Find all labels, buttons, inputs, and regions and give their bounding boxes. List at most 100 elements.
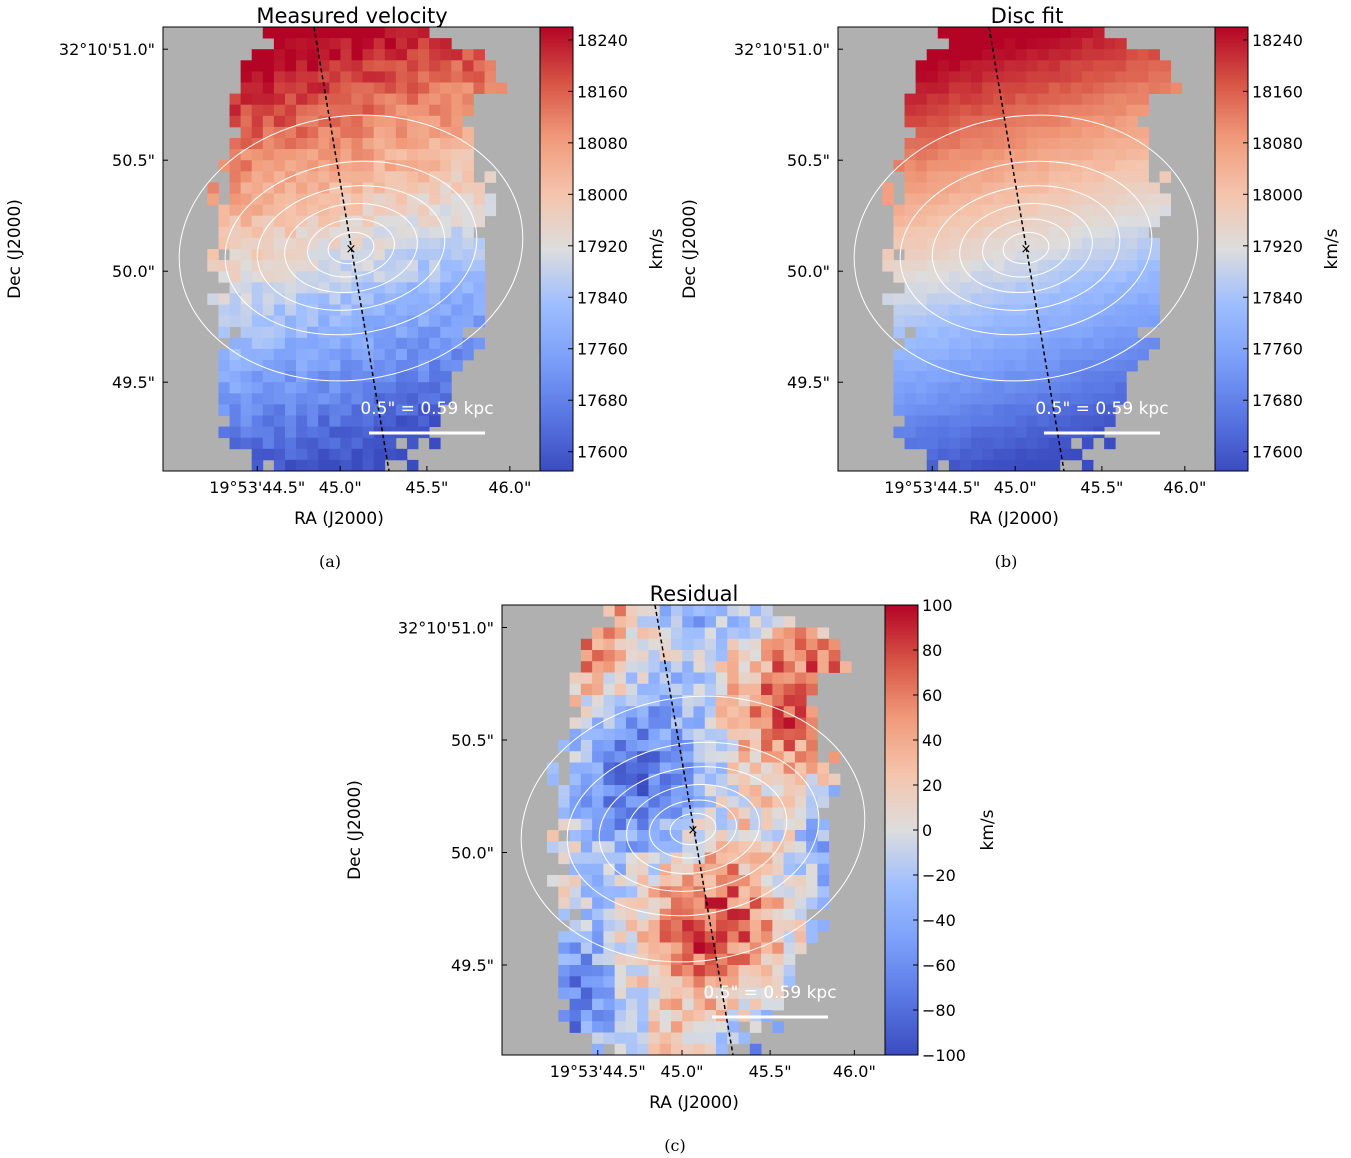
map-cell [1070, 138, 1083, 150]
map-cell [1026, 415, 1038, 427]
map-cell [592, 762, 604, 775]
map-cell [948, 49, 961, 61]
map-cell [693, 616, 706, 628]
map-cell [761, 852, 773, 865]
colorbar-tick-label: 17840 [1252, 288, 1303, 307]
map-cell [648, 661, 661, 673]
contour-line [931, 185, 1121, 311]
map-cell [1104, 138, 1116, 150]
map-cell [351, 415, 363, 427]
map-cell [1137, 237, 1149, 250]
map-cell [473, 260, 485, 272]
map-cell [340, 348, 352, 361]
map-cell [218, 237, 230, 250]
map-cell [384, 171, 397, 183]
map-cell [659, 976, 672, 988]
map-cell [296, 82, 308, 94]
map-cell [473, 337, 485, 350]
map-cell [429, 271, 441, 283]
map-cell [806, 852, 818, 865]
map-cell [251, 282, 264, 294]
map-cell [727, 818, 739, 831]
map-cell [440, 382, 452, 394]
map-cell [296, 348, 308, 361]
map-cell [727, 807, 739, 820]
map-cell [614, 920, 627, 932]
map-cell [982, 260, 994, 272]
map-cell [959, 204, 972, 217]
map-cell [783, 627, 796, 640]
map-cell [395, 348, 408, 361]
map-cell [904, 204, 917, 217]
map-cell [440, 260, 452, 272]
map-cell [395, 249, 408, 261]
map-cell [296, 49, 308, 61]
map-cell [284, 260, 297, 272]
map-cell [318, 115, 330, 128]
map-cell [783, 908, 796, 921]
map-cell [1104, 315, 1116, 328]
map-cell [926, 337, 939, 350]
map-cell [340, 315, 352, 328]
map-cell [693, 762, 706, 775]
map-cell [1104, 71, 1116, 83]
map-cell [727, 706, 739, 718]
map-cell [637, 841, 649, 853]
map-cell [625, 987, 638, 1000]
map-cell [738, 1032, 751, 1045]
map-cell [395, 282, 408, 294]
map-cell [704, 796, 717, 808]
map-cell [1015, 49, 1027, 61]
map-cell [307, 249, 319, 261]
map-cell [1037, 271, 1050, 283]
map-cell [451, 204, 463, 217]
map-cell [592, 728, 604, 741]
map-cell [251, 204, 264, 217]
map-cell [937, 182, 950, 194]
map-cell [262, 182, 275, 194]
map-cell [603, 1021, 616, 1033]
map-cell [614, 841, 627, 853]
map-cell [614, 762, 627, 775]
map-cell [351, 271, 363, 283]
map-cell [828, 773, 841, 786]
map-cell [716, 908, 728, 921]
map-cell [207, 249, 219, 261]
map-cell [1070, 393, 1083, 405]
map-cell [1115, 260, 1127, 272]
map-cell [1048, 293, 1061, 305]
map-cell [772, 728, 785, 741]
map-cell [670, 785, 683, 797]
map-cell [682, 796, 694, 808]
map-cell [1059, 260, 1072, 272]
map-cell [783, 683, 796, 696]
map-cell [273, 126, 286, 139]
map-cell [904, 226, 917, 239]
map-cell [1037, 60, 1050, 72]
map-cell [406, 371, 419, 383]
map-cell [1037, 193, 1050, 205]
map-cell [395, 38, 408, 50]
map-cell [1093, 348, 1105, 361]
map-cell [373, 437, 386, 450]
map-cell [959, 27, 972, 39]
map-cell [693, 661, 706, 673]
map-cell [1059, 404, 1072, 416]
map-cell [558, 965, 570, 977]
map-cell [772, 942, 785, 955]
map-cell [904, 293, 917, 305]
contour-line [598, 766, 788, 892]
map-cell [648, 818, 661, 831]
map-cell [772, 740, 785, 752]
map-cell [1126, 138, 1138, 150]
map-cell [329, 459, 341, 472]
map-cell [296, 404, 308, 416]
map-cell [1115, 348, 1127, 361]
map-cell [351, 371, 363, 383]
map-cell [971, 171, 983, 183]
map-cell [207, 182, 219, 194]
map-cell [558, 942, 570, 955]
map-cell [738, 863, 751, 876]
map-cell [682, 672, 694, 685]
map-cell [806, 740, 818, 752]
